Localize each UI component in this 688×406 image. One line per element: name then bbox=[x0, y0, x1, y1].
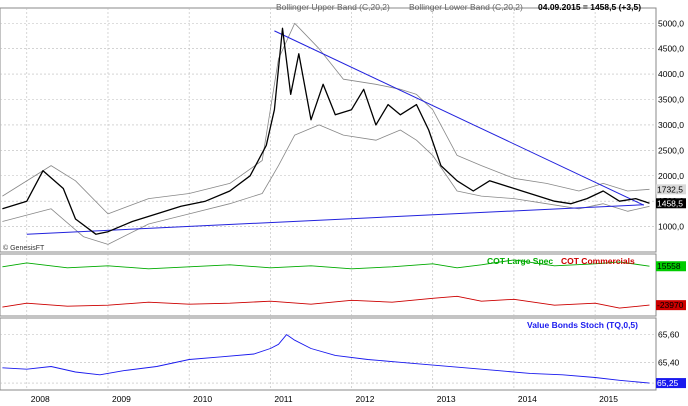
price-layer bbox=[2, 22, 650, 245]
x-tick-label: 2013 bbox=[437, 394, 456, 404]
cot-large-spec-title: COT Large Spec bbox=[487, 256, 553, 266]
quote-label: 04.09.2015 = 1458,5 (+3,5) bbox=[538, 2, 641, 12]
price-tick-label: 1000,0 bbox=[658, 222, 684, 232]
cot-last-label: 15558 bbox=[657, 261, 681, 271]
axis-layer: 2008 2009 2010 2011 2012 2013 2014 2015 1000,0 15… bbox=[31, 18, 686, 404]
cot-layer bbox=[2, 259, 650, 309]
bonds-last-box bbox=[656, 378, 686, 389]
price-tick-label: 2500,0 bbox=[658, 145, 684, 155]
price-tick-label: 4000,0 bbox=[658, 69, 684, 79]
last-value-label: 1458,5 bbox=[657, 198, 683, 208]
price-tick-label: 3500,0 bbox=[658, 95, 684, 105]
cot-last-label: -23970 bbox=[657, 300, 684, 310]
x-tick-label: 2008 bbox=[31, 394, 50, 404]
cot-commercials-title: COT Commercials bbox=[561, 256, 635, 266]
bonds-tick-label: 65,40 bbox=[658, 357, 680, 367]
x-tick-label: 2012 bbox=[356, 394, 375, 404]
cot-last-box bbox=[656, 300, 686, 311]
last-value-label: 1732,5 bbox=[657, 184, 683, 194]
x-tick-label: 2014 bbox=[518, 394, 537, 404]
x-tick-label: 2011 bbox=[274, 394, 293, 404]
bonds-tick-label: 65,60 bbox=[658, 330, 680, 340]
price-panel bbox=[0, 7, 657, 253]
bonds-stoch-line bbox=[2, 334, 650, 384]
price-tick-label: 2000,0 bbox=[658, 171, 684, 181]
cot-last-box bbox=[656, 261, 686, 272]
bollinger-upper-line bbox=[2, 22, 650, 215]
watermark: © GenesisFT bbox=[3, 244, 45, 252]
x-tick-label: 2009 bbox=[112, 394, 131, 404]
upper-band-label: Bollinger Upper Band (C,20,2) bbox=[276, 2, 390, 12]
x-tick-label: 2010 bbox=[193, 394, 212, 404]
bollinger-lower-line bbox=[2, 124, 650, 245]
bonds-title: Value Bonds Stoch (TQ,0,5) bbox=[527, 320, 638, 330]
bonds-layer bbox=[2, 334, 650, 384]
last-value-box bbox=[656, 184, 686, 195]
bonds-last-label: 65,25 bbox=[657, 378, 679, 388]
lower-band-label: Bollinger Lower Band (C,20,2) bbox=[409, 2, 523, 12]
cot-panel bbox=[0, 253, 657, 317]
x-tick-label: 2015 bbox=[599, 394, 618, 404]
price-series-line bbox=[2, 27, 650, 235]
price-tick-label: 4500,0 bbox=[658, 44, 684, 54]
last-value-box bbox=[656, 198, 686, 209]
trendline bbox=[274, 30, 645, 206]
price-tick-label: 5000,0 bbox=[658, 18, 684, 28]
price-tick-label: 3000,0 bbox=[658, 120, 684, 130]
trendline bbox=[26, 204, 644, 235]
cot-large-spec-line bbox=[2, 259, 650, 270]
cot-commercials-line bbox=[2, 295, 650, 309]
bonds-panel bbox=[0, 317, 657, 391]
